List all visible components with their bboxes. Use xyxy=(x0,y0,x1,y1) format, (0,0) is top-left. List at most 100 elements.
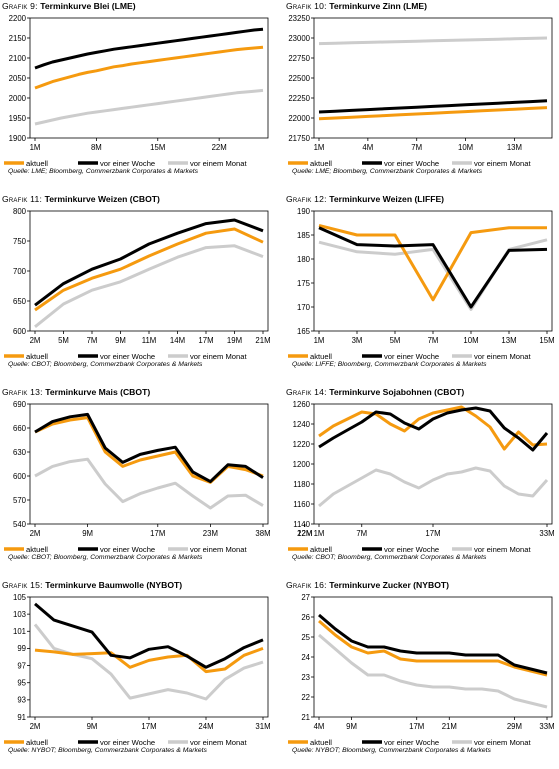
legend-label: aktuell xyxy=(26,545,48,554)
y-tick-label: 93 xyxy=(17,696,26,705)
y-tick-label: 800 xyxy=(13,207,27,216)
chart-title-prefix: Grafik 10: xyxy=(286,1,330,11)
chart-source: Quelle: LME; Bloomberg, Commerzbank Corp… xyxy=(292,168,483,175)
x-tick-label: 17M xyxy=(425,529,440,538)
chart-title-text: Terminkurve Baumwolle (NYBOT) xyxy=(45,580,183,590)
x-tick-label: 7M xyxy=(428,336,439,345)
legend-label: vor einem Monat xyxy=(190,352,247,361)
series-line-vor-einer-woche xyxy=(34,27,264,70)
x-tick-label: 33M xyxy=(539,529,554,538)
y-tick-label: 1260 xyxy=(293,400,311,409)
x-tick-label: 15M xyxy=(539,336,554,345)
y-tick-label: 22000 xyxy=(288,114,310,123)
x-tick-label: 7M xyxy=(356,529,367,538)
chart-title-text: Terminkurve Blei (LME) xyxy=(40,1,136,11)
x-tick-label: 9M xyxy=(115,336,126,345)
series-line-aktuell xyxy=(34,646,264,674)
series-line-vor-einem-monat xyxy=(318,36,548,46)
chart-title-prefix: Grafik 16: xyxy=(286,580,330,590)
y-tick-label: 1240 xyxy=(293,420,311,429)
chart-title: Grafik 14: Terminkurve Sojabohnen (CBOT) xyxy=(286,387,464,397)
series-line-vor-einem-monat xyxy=(318,466,549,508)
y-tick-label: 103 xyxy=(13,610,26,619)
chart-panel: Grafik 14: Terminkurve Sojabohnen (CBOT)… xyxy=(284,386,559,576)
y-tick-label: 23250 xyxy=(288,14,310,23)
chart-panel: Grafik 15: Terminkurve Baumwolle (NYBOT)… xyxy=(0,579,275,769)
chart-title-prefix: Grafik 12: xyxy=(286,194,330,204)
chart-title: Grafik 11: Terminkurve Weizen (CBOT) xyxy=(2,194,160,204)
line-chart: 165 170 175 180 185 190 1M 3M 5M 7M 10M 13M 15M aktue… xyxy=(288,207,555,361)
x-tick-label: 10M xyxy=(458,143,473,152)
chart-title-text: Terminkurve Weizen (LIFFE) xyxy=(329,194,445,204)
chart-title: Grafik 10: Terminkurve Zinn (LME) xyxy=(286,1,427,11)
chart-title-prefix: Grafik 14: xyxy=(286,387,330,397)
series-line-vor-einem-monat xyxy=(34,244,264,328)
y-tick-label: 99 xyxy=(17,644,26,653)
x-tick-label: 2M xyxy=(30,336,41,345)
x-tick-label: 17M xyxy=(141,722,156,731)
y-tick-label: 600 xyxy=(13,472,27,481)
legend-label: vor einer Woche xyxy=(384,159,439,168)
y-tick-label: 1900 xyxy=(9,134,27,143)
x-tick-label: 33M xyxy=(539,722,554,731)
y-tick-label: 26 xyxy=(301,613,310,622)
chart-source: Quelle: LME; Bloomberg, Commerzbank Corp… xyxy=(8,168,199,175)
chart-panel: Grafik 13: Terminkurve Mais (CBOT) 540 570… xyxy=(0,386,275,576)
legend-label: vor einer Woche xyxy=(100,352,155,361)
series-line-vor-einer-woche xyxy=(318,226,548,309)
x-tick-label: 5M xyxy=(58,336,69,345)
x-tick-label: 2M xyxy=(30,722,41,731)
y-tick-label: 170 xyxy=(297,303,311,312)
legend-label: vor einer Woche xyxy=(384,738,439,747)
x-tick-label: 22M xyxy=(212,143,227,152)
chart-title-text: Terminkurve Zucker (NYBOT) xyxy=(329,580,449,590)
x-tick-label: 1M xyxy=(314,143,325,152)
y-tick-label: 540 xyxy=(13,520,27,529)
x-tick-label: 2M xyxy=(30,529,41,538)
series-line-aktuell xyxy=(318,106,548,121)
y-tick-label: 101 xyxy=(13,627,26,636)
y-tick-label: 2100 xyxy=(9,54,27,63)
legend-label: aktuell xyxy=(26,738,48,747)
chart-title-prefix: Grafik 11: xyxy=(2,194,45,204)
series-line-aktuell xyxy=(318,619,548,677)
line-chart: 540 570 600 630 660 690 2M 9M 17M 23M 38M aktuell vo… xyxy=(4,400,271,554)
legend-label: aktuell xyxy=(310,352,332,361)
chart-title-text: Terminkurve Mais (CBOT) xyxy=(45,387,151,397)
x-tick-label: 7M xyxy=(87,336,98,345)
y-tick-label: 21 xyxy=(301,713,310,722)
x-tick-label: 13M xyxy=(501,336,516,345)
x-tick-label: 14M xyxy=(170,336,185,345)
y-tick-label: 22250 xyxy=(288,94,310,103)
x-tick-label: 23M xyxy=(203,529,218,538)
y-tick-label: 95 xyxy=(17,679,26,688)
y-tick-label: 1950 xyxy=(9,114,27,123)
series-line-vor-einer-woche xyxy=(318,406,549,452)
x-tick-label: 9M xyxy=(346,722,357,731)
x-tick-label: 1M xyxy=(30,143,41,152)
y-tick-label: 1160 xyxy=(293,500,310,509)
chart-panel: Grafik 12: Terminkurve Weizen (LIFFE) 165… xyxy=(284,193,559,383)
x-tick-label: 12M xyxy=(297,529,312,538)
chart-title-prefix: Grafik 9: xyxy=(2,1,41,11)
line-chart: 91 93 95 97 99 101 103 105 2M 9M 17M 24M 31M aktuell v… xyxy=(4,593,271,747)
series-line-aktuell xyxy=(318,223,547,302)
x-tick-label: 4M xyxy=(362,143,373,152)
x-tick-label: 9M xyxy=(82,529,93,538)
chart-source: Quelle: CBOT; Bloomberg, Commerzbank Cor… xyxy=(8,554,203,561)
series-line-vor-einem-monat xyxy=(34,88,264,126)
x-tick-label: 5M xyxy=(390,336,401,345)
series-line-vor-einer-woche xyxy=(34,412,264,484)
series-line-vor-einem-monat xyxy=(318,633,548,709)
series-line-vor-einem-monat xyxy=(34,457,264,510)
legend-label: vor einem Monat xyxy=(190,159,247,168)
legend-label: vor einem Monat xyxy=(474,159,531,168)
x-tick-label: 17M xyxy=(409,722,424,731)
legend-label: aktuell xyxy=(310,738,332,747)
plot-frame xyxy=(29,403,269,525)
chart-title-prefix: Grafik 15: xyxy=(2,580,46,590)
legend-label: vor einem Monat xyxy=(474,352,531,361)
y-tick-label: 600 xyxy=(13,327,27,336)
legend-label: aktuell xyxy=(310,159,332,168)
chart-panel: Grafik 16: Terminkurve Zucker (NYBOT) 21 2… xyxy=(284,579,559,769)
